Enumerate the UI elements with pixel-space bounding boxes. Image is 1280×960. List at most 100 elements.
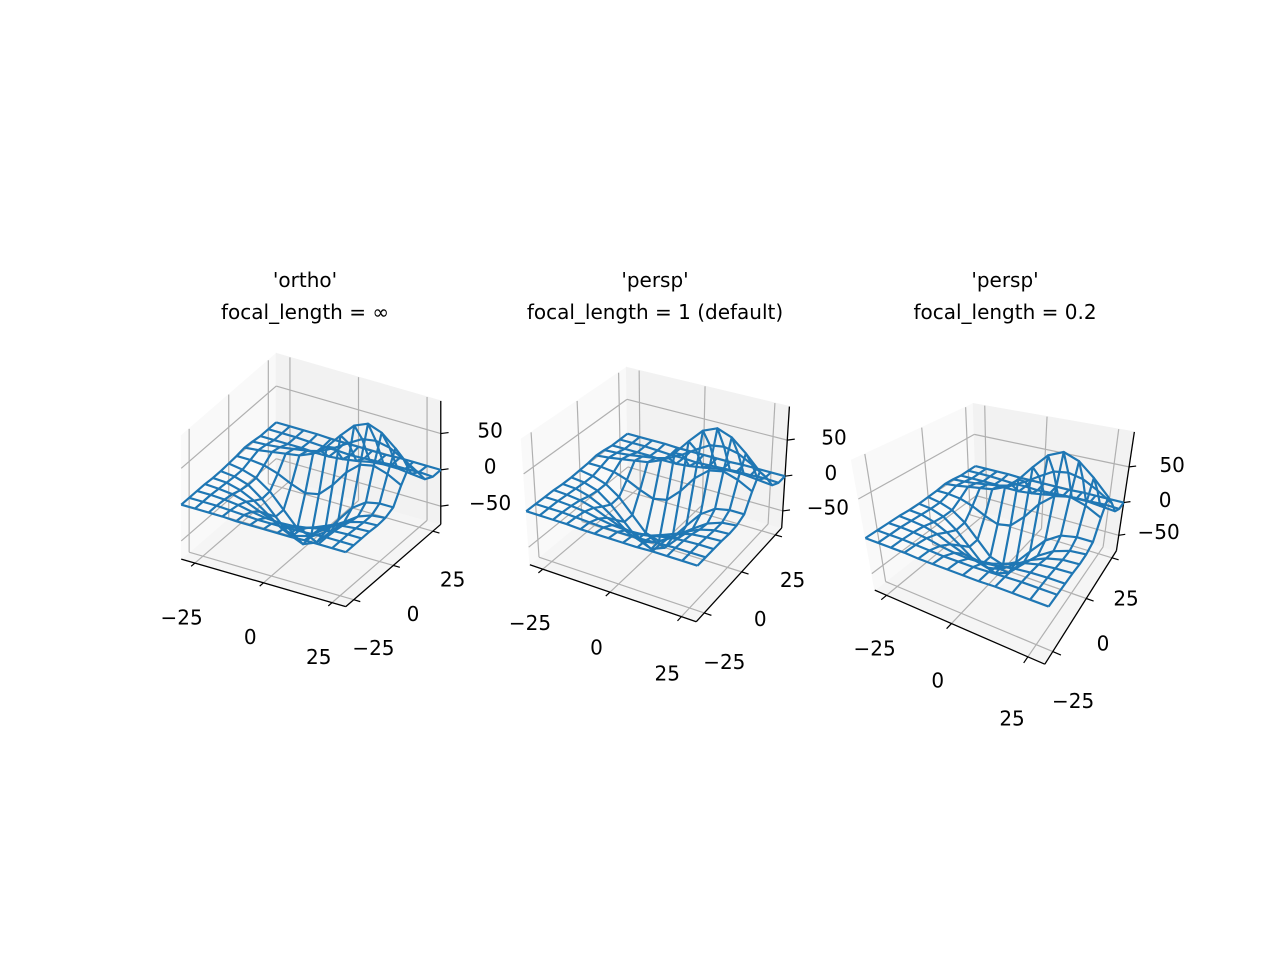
tick-mark (440, 468, 449, 471)
wire-column (864, 465, 976, 540)
tick-mark (190, 562, 196, 567)
y-tick-label: −25 (352, 636, 394, 660)
y-tick-label: −25 (1052, 689, 1094, 713)
grid-line (951, 528, 1042, 624)
wire-column (221, 433, 319, 518)
grid-line (680, 523, 769, 618)
y-tick-label: 25 (780, 568, 805, 592)
wire-column (651, 427, 745, 553)
grid-line (523, 398, 628, 475)
grid-line (984, 405, 988, 513)
chart-title: 'ortho' (273, 268, 337, 292)
tick-mark (775, 534, 783, 538)
grid-line (858, 433, 975, 500)
x-axis-line (181, 558, 346, 608)
tick-mark (1023, 656, 1029, 664)
grid-line (921, 427, 934, 545)
tick-mark (782, 509, 791, 512)
grid-line (864, 453, 887, 582)
grid-line (638, 370, 641, 487)
wire-column (1029, 476, 1111, 601)
x-tick-label: −25 (161, 605, 203, 629)
tick-mark (605, 591, 611, 597)
wire-column (994, 450, 1083, 588)
wire-column (977, 454, 1070, 583)
tick-mark (787, 438, 795, 441)
wire-column (1047, 495, 1125, 608)
wire-column (607, 451, 705, 551)
grid-line (976, 495, 1119, 536)
x-tick-label: 0 (590, 636, 603, 660)
z-tick-label: 50 (477, 418, 502, 442)
grid-line (180, 385, 277, 469)
y-axis-line (1044, 550, 1117, 665)
z-axis-line (781, 406, 791, 528)
grid-line (626, 398, 788, 441)
tick-mark (880, 594, 887, 601)
grid-line (530, 432, 540, 558)
wire-column (538, 436, 641, 517)
wire-column (877, 467, 987, 544)
chart-title: 'persp' (621, 268, 688, 292)
x-tick-label: 25 (655, 662, 680, 686)
tick-mark (440, 504, 449, 507)
wire-column (565, 442, 666, 525)
x-tick-label: −25 (853, 636, 895, 660)
tick-mark (1052, 651, 1062, 656)
tick-mark (677, 616, 682, 622)
wire-column (194, 425, 291, 510)
z-tick-label: −50 (1138, 520, 1180, 544)
grid-line (871, 495, 977, 575)
x-tick-label: 25 (306, 645, 331, 669)
chart-title: focal_length = 1 (default) (527, 300, 783, 324)
tick-mark (1086, 597, 1094, 602)
chart-title: 'persp' (971, 268, 1038, 292)
wire-column (207, 429, 305, 514)
grid-line (767, 403, 776, 524)
y-axis-line (345, 523, 442, 608)
wire-column (666, 436, 758, 557)
y-tick-label: 25 (440, 568, 465, 592)
grid-line (885, 581, 1054, 653)
y-tick-label: 0 (754, 607, 767, 631)
wire-column (552, 439, 653, 521)
x-tick-label: 0 (931, 669, 944, 693)
wire-column (593, 450, 692, 541)
tick-mark (1118, 533, 1126, 536)
x-axis-line (874, 589, 1046, 665)
wire-column (962, 465, 1057, 577)
tick-mark (393, 564, 401, 568)
tick-mark (1111, 557, 1119, 561)
wire-column (303, 422, 401, 542)
grid-line (1102, 429, 1120, 547)
tick-mark (741, 571, 749, 575)
y-tick-label: 0 (1097, 631, 1110, 655)
wire-column (931, 479, 1033, 565)
wire-column (917, 476, 1021, 560)
grid-line (965, 407, 971, 515)
wire-column (317, 431, 415, 546)
x-tick-label: −25 (509, 611, 551, 635)
y-tick-label: 25 (1113, 587, 1138, 611)
grid-line (542, 486, 641, 570)
wire-column (696, 470, 786, 567)
tick-mark (946, 623, 952, 630)
y-axis-line (695, 527, 783, 623)
z-tick-label: 0 (825, 461, 838, 485)
wire-column (525, 432, 629, 513)
z-tick-label: 0 (484, 455, 497, 479)
z-tick-label: −50 (469, 491, 511, 515)
grid-line (974, 433, 1130, 468)
chart-title: focal_length = 0.2 (913, 300, 1096, 324)
wire-column (290, 424, 387, 538)
z-tick-label: 50 (821, 425, 846, 449)
tick-mark (784, 474, 793, 477)
grid-line (188, 551, 354, 601)
grid-line (268, 483, 434, 532)
wire-column (636, 429, 731, 549)
grid-line (618, 372, 622, 490)
grid-line (701, 386, 706, 505)
wire-column (276, 434, 373, 544)
